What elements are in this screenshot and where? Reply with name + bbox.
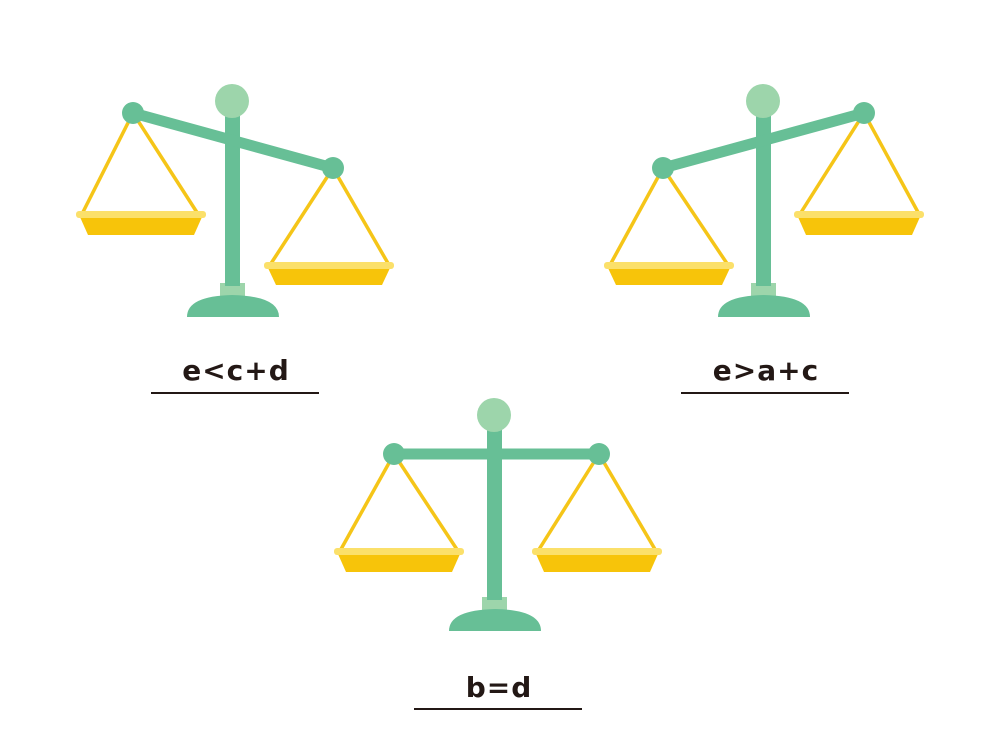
scale-1-right-pivot bbox=[322, 157, 344, 179]
scale-1-left-pan bbox=[76, 211, 206, 235]
scale-3-right-pivot bbox=[588, 443, 610, 465]
scale-3-left-pivot bbox=[383, 443, 405, 465]
scale-1-base bbox=[187, 283, 279, 317]
scale-1-beam bbox=[127, 107, 339, 174]
scale-1-top-knob bbox=[215, 84, 249, 118]
scale-2-left-ropes bbox=[608, 167, 730, 266]
scale-2-underline bbox=[681, 392, 849, 394]
scale-2-left-pan bbox=[604, 262, 734, 285]
scale-3-left-ropes bbox=[338, 453, 460, 552]
scale-2-right-pivot bbox=[853, 102, 875, 124]
scale-2-beam bbox=[657, 107, 870, 174]
scale-3-right-pan bbox=[532, 548, 662, 572]
scale-1-right-pan bbox=[264, 262, 394, 285]
scale-1-post bbox=[225, 110, 240, 286]
scale-2-right-ropes bbox=[798, 112, 921, 215]
scale-3-label: b=d bbox=[465, 671, 533, 704]
scale-2-base bbox=[718, 283, 810, 317]
scale-1-underline bbox=[151, 392, 319, 394]
scale-3-post bbox=[487, 425, 502, 600]
scale-1-left-pivot bbox=[122, 102, 144, 124]
scale-2-label: e>a+c bbox=[712, 354, 820, 387]
scale-3-underline bbox=[414, 708, 582, 710]
scale-3-right-ropes bbox=[536, 453, 658, 552]
scale-2-top-knob bbox=[746, 84, 780, 118]
scale-1-label: e<c+d bbox=[182, 354, 290, 387]
scale-2-left-pivot bbox=[652, 157, 674, 179]
scale-3-left-pan bbox=[334, 548, 464, 572]
scale-1-left-ropes bbox=[80, 112, 200, 215]
scale-3-base bbox=[449, 597, 541, 631]
scale-3-top-knob bbox=[477, 398, 511, 432]
scale-2-post bbox=[756, 110, 771, 286]
scale-2-right-pan bbox=[794, 211, 924, 235]
scale-1-right-ropes bbox=[268, 167, 391, 266]
